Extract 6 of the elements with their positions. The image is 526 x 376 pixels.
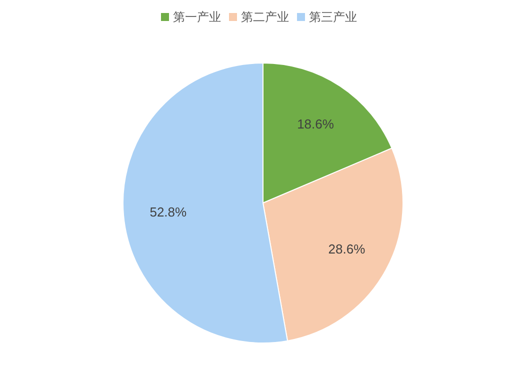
data-label: 18.6% (297, 116, 334, 132)
legend-label: 第二产业 (241, 10, 289, 24)
legend-label: 第一产业 (173, 10, 221, 24)
data-label: 52.8% (150, 204, 188, 220)
data-label: 28.6% (328, 241, 366, 256)
legend-label: 第三产业 (309, 10, 357, 24)
